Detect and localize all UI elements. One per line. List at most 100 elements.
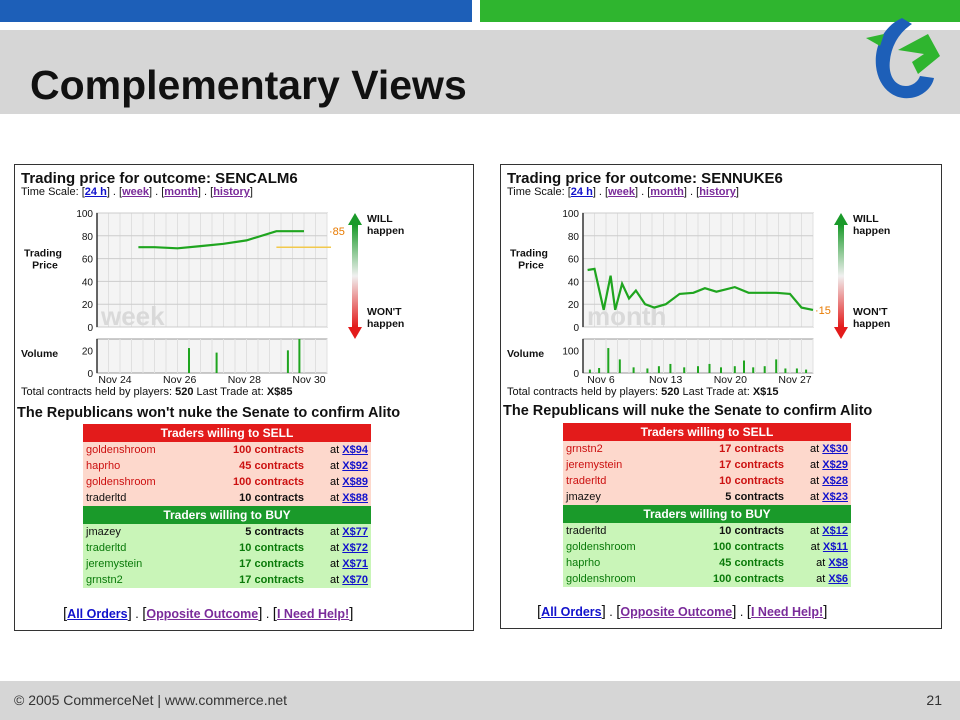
y-axis-label-line1: Trading <box>510 248 548 260</box>
price-link[interactable]: X$71 <box>342 558 368 570</box>
price-link[interactable]: X$89 <box>342 476 368 488</box>
time-scale-24h-link[interactable]: 24 h <box>570 186 593 198</box>
order-book: Traders willing to SELL goldenshroom 100 c… <box>83 424 371 588</box>
at-label: at <box>810 459 820 471</box>
buy-order-row: grnstn2 17 contracts at X$70 <box>83 572 371 588</box>
summary-part: Total contracts held by players: <box>507 386 658 398</box>
qty-value: 100 <box>233 444 252 456</box>
buy-header: Traders willing to BUY <box>83 506 371 524</box>
contract-qty: 10 contracts <box>217 540 307 556</box>
at-label: at <box>810 475 820 487</box>
will-arrow-head <box>348 213 362 225</box>
y-tick-label: 0 <box>87 323 93 334</box>
need-help-link[interactable]: I Need Help! <box>750 605 824 619</box>
volume-bar <box>632 367 635 373</box>
time-scale-month-link[interactable]: month <box>650 186 684 198</box>
volume-bar <box>618 359 621 373</box>
opposite-outcome-link[interactable]: Opposite Outcome <box>146 607 259 621</box>
price-link[interactable]: X$6 <box>828 573 848 585</box>
sell-order-row: traderltd 10 contracts at X$88 <box>83 490 371 506</box>
footer-copyright: © 2005 CommerceNet | www.commerce.net <box>14 692 288 708</box>
all-orders-link[interactable]: All Orders <box>541 605 602 619</box>
price-chart: 020406080100monthTradingPrice·15WILLhapp… <box>507 209 890 398</box>
volume-label: Volume <box>21 348 58 360</box>
buy-order-row: goldenshroom 100 contracts at X$6 <box>563 571 851 587</box>
price-cell: at X$89 <box>307 474 371 490</box>
price-link[interactable]: X$11 <box>822 541 848 553</box>
contract-qty: 5 contracts <box>697 489 787 505</box>
price-link[interactable]: X$23 <box>822 491 848 503</box>
contract-qty: 100 contracts <box>697 539 787 555</box>
need-help-link[interactable]: I Need Help! <box>276 607 350 621</box>
price-cell: at X$30 <box>787 441 851 457</box>
last-trade-label: ·15 <box>815 305 831 317</box>
contract-qty: 10 contracts <box>697 523 787 539</box>
volume-bar <box>598 368 601 373</box>
volume-bar <box>775 359 778 373</box>
volume-bar <box>784 368 787 373</box>
y-tick-label: 60 <box>82 255 94 266</box>
price-link[interactable]: X$94 <box>342 444 368 456</box>
trader-name: traderltd <box>563 523 697 539</box>
summary-part: 520 <box>661 386 679 398</box>
will-wont-arrow-shaft <box>838 225 844 327</box>
price-link[interactable]: X$28 <box>822 475 848 487</box>
buy-order-row: traderltd 10 contracts at X$12 <box>563 523 851 539</box>
volume-bar <box>607 348 610 373</box>
price-link[interactable]: X$77 <box>342 526 368 538</box>
qty-unit: contracts <box>254 574 304 586</box>
volume-tick-label: 20 <box>82 346 94 357</box>
price-link[interactable]: X$92 <box>342 460 368 472</box>
commercenet-logo-icon <box>866 18 940 99</box>
contract-qty: 17 contracts <box>217 572 307 588</box>
contract-qty: 100 contracts <box>697 571 787 587</box>
market-panel-right: Trading price for outcome: SENNUKE6 Time… <box>500 164 942 629</box>
price-link[interactable]: X$12 <box>822 525 848 537</box>
volume-bar <box>805 369 808 373</box>
price-link[interactable]: X$29 <box>822 459 848 471</box>
time-scale-24h-link[interactable]: 24 h <box>84 186 107 198</box>
time-scale-history-link[interactable]: history <box>213 186 250 198</box>
price-link[interactable]: X$70 <box>342 574 368 586</box>
time-scale: Time Scale: [24 h] . [week] . [month] . … <box>507 186 739 198</box>
sell-header-label: Traders willing to SELL <box>563 423 851 441</box>
top-bar-green <box>480 0 960 22</box>
will-label-2: happen <box>853 225 890 237</box>
volume-bar <box>683 367 686 373</box>
qty-value: 17 <box>719 459 732 471</box>
qty-value: 5 <box>245 526 252 538</box>
bottom-links: [All Orders] . [Opposite Outcome] . [I N… <box>63 605 354 622</box>
qty-unit: contracts <box>734 525 784 537</box>
time-scale-week-link[interactable]: week <box>608 186 636 198</box>
time-scale-week-link[interactable]: week <box>122 186 150 198</box>
sell-order-row: jmazey 5 contracts at X$23 <box>563 489 851 505</box>
price-link[interactable]: X$30 <box>822 443 848 455</box>
summary-part: X$85 <box>267 386 293 398</box>
wont-arrow-head <box>834 327 848 339</box>
price-link[interactable]: X$72 <box>342 542 368 554</box>
buy-order-row: traderltd 10 contracts at X$72 <box>83 540 371 556</box>
qty-value: 100 <box>713 541 732 553</box>
opposite-outcome-link[interactable]: Opposite Outcome <box>620 605 733 619</box>
price-link[interactable]: X$88 <box>342 492 368 504</box>
all-orders-link[interactable]: All Orders <box>67 607 128 621</box>
trader-name: traderltd <box>563 473 697 489</box>
qty-value: 10 <box>719 475 732 487</box>
price-cell: at X$92 <box>307 458 371 474</box>
summary-line: Total contracts held by players: 520 Las… <box>507 386 779 398</box>
price-cell: at X$77 <box>307 524 371 540</box>
page-number: 21 <box>926 692 942 708</box>
time-scale-month-link[interactable]: month <box>164 186 198 198</box>
summary-part: Last Trade at: <box>683 386 750 398</box>
trader-name: goldenshroom <box>563 571 697 587</box>
time-scale-history-link[interactable]: history <box>699 186 736 198</box>
summary-part: 520 <box>175 386 193 398</box>
price-link[interactable]: X$8 <box>828 557 848 569</box>
will-wont-arrow-shaft <box>352 225 358 327</box>
summary-line: Total contracts held by players: 520 Las… <box>21 386 293 398</box>
at-label: at <box>810 525 820 537</box>
trader-name: jeremystein <box>563 457 697 473</box>
qty-value: 17 <box>719 443 732 455</box>
sell-order-row: goldenshroom 100 contracts at X$94 <box>83 442 371 458</box>
price-cell: at X$12 <box>787 523 851 539</box>
